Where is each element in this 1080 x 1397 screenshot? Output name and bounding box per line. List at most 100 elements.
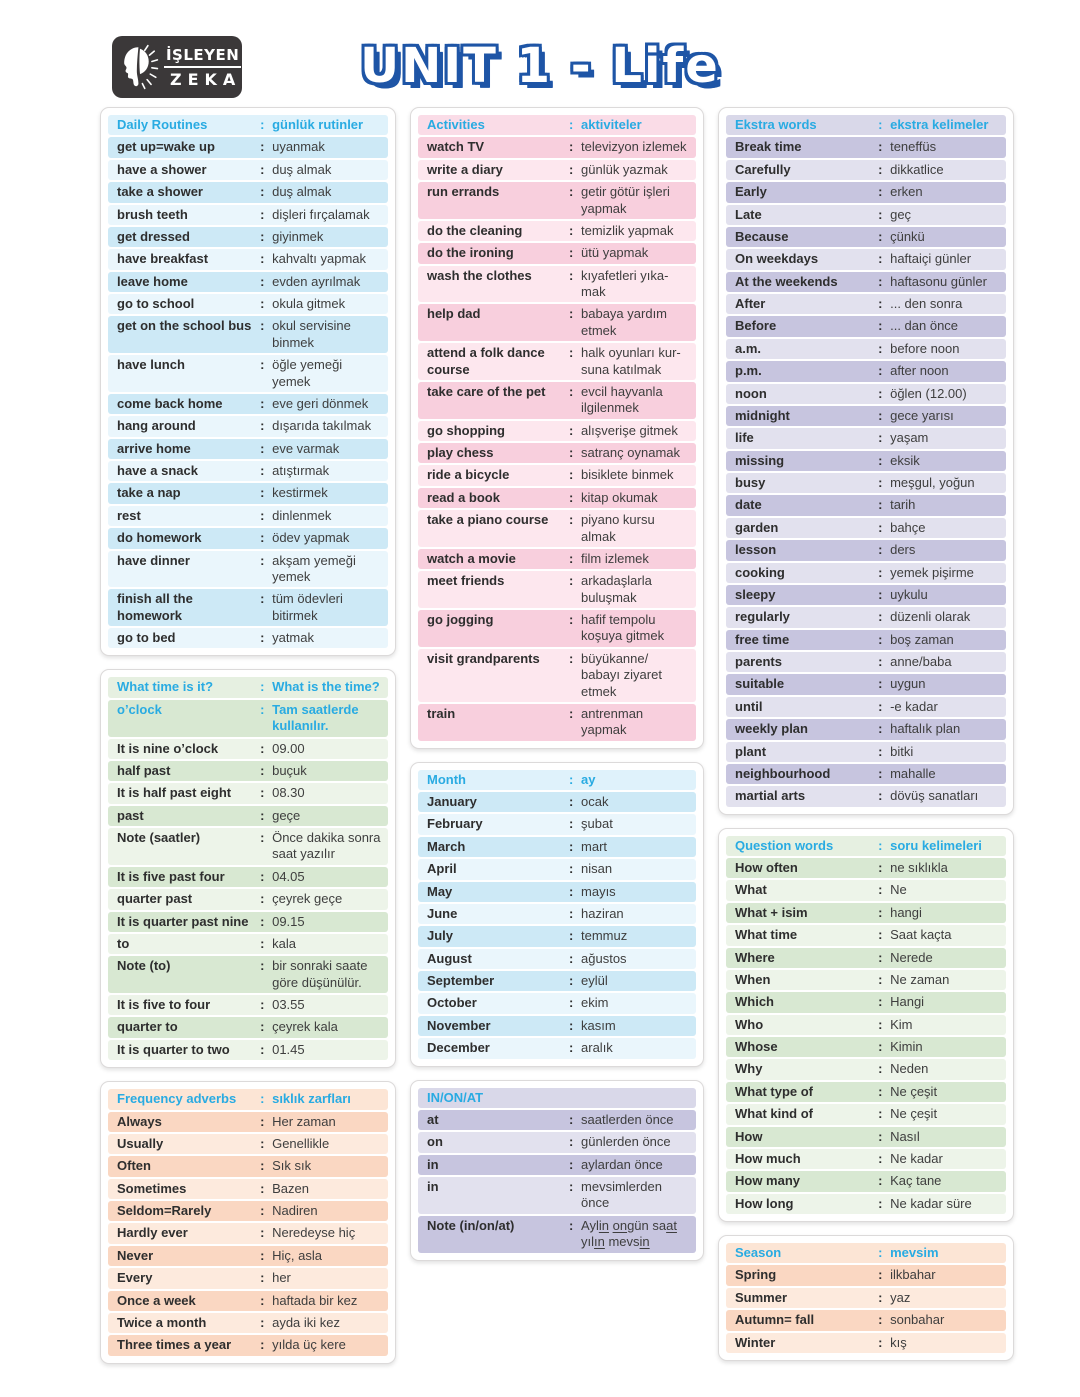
term-tr: yemek pişirme <box>890 564 974 580</box>
term-tr: düzenli olarak <box>890 609 971 625</box>
term-en: Winter <box>735 1334 776 1350</box>
term-en: take care of the pet <box>427 383 546 399</box>
vocab-row: watch a movie: film izlemek <box>418 548 696 570</box>
colon-separator: : <box>569 306 574 322</box>
term-tr: antrenman yapmak <box>581 705 644 738</box>
term-tr: yılda üç kere <box>272 1337 346 1353</box>
term-en: go to bed <box>117 630 176 645</box>
column-right: Ekstra words: ekstra kelimeler Break time:… <box>718 107 1014 1374</box>
vocab-row: busy: meşgul, yoğun <box>726 473 1006 494</box>
term-tr: Ne çeşit <box>890 1106 938 1122</box>
term-en: How <box>735 1128 763 1144</box>
term-tr: yatmak <box>272 630 314 645</box>
colon-separator: : <box>878 586 883 602</box>
term-tr: uykulu <box>890 586 928 602</box>
vocab-row: half past: buçuk <box>108 760 388 782</box>
term-tr: yaşam <box>890 430 929 446</box>
vocab-row: Sometimes: Bazen <box>108 1178 388 1199</box>
vocab-row: August: ağustos <box>418 948 696 969</box>
vocab-row: take a shower: duş almak <box>108 182 388 203</box>
term-en: It is nine o’clock <box>117 740 219 756</box>
colon-separator: : <box>260 913 265 929</box>
colon-separator: : <box>260 891 265 907</box>
term-en: get dressed <box>117 228 190 244</box>
colon-separator: : <box>569 650 574 666</box>
vocab-row: How: Nasıl <box>726 1126 1006 1147</box>
vocab-row: come back home: eve geri dönmek <box>108 393 388 415</box>
vocab-row: go to school: okula gitmek <box>108 294 388 315</box>
term-tr: bir sonraki saate göre düşünülür. <box>272 958 368 990</box>
term-en: On weekdays <box>735 251 819 267</box>
term-en: Late <box>735 206 762 222</box>
term-tr: ocak <box>581 794 609 809</box>
vocab-row: Often: Sık sık <box>108 1156 388 1177</box>
colon-separator: : <box>878 430 883 446</box>
vocab-row: On weekdays: haftaiçi günler <box>726 249 1006 270</box>
section-header: Ekstra words: ekstra kelimeler <box>726 115 1006 136</box>
term-en: read a book <box>427 489 500 505</box>
colon-separator: : <box>878 994 883 1010</box>
term-tr: Neredeyse hiç <box>272 1225 356 1241</box>
section-header: Activities: aktiviteler <box>418 115 696 136</box>
term-en: Whose <box>735 1039 778 1054</box>
section-title-tr <box>581 1090 690 1106</box>
vocab-row: March: mart <box>418 836 696 858</box>
term-en: July <box>427 928 454 944</box>
section-header: What time is it?: What is the time? <box>108 677 388 698</box>
term-tr: ilkbahar <box>890 1267 936 1283</box>
term-tr: saatlerden önce <box>581 1111 674 1127</box>
term-tr: mart <box>581 838 608 854</box>
colon-separator: : <box>260 357 265 373</box>
colon-separator: : <box>878 117 883 132</box>
colon-separator: : <box>878 837 883 853</box>
vocab-row: Three times a year: yılda üç kere <box>108 1335 388 1356</box>
term-en: Usually <box>117 1135 164 1151</box>
term-tr: Bazen <box>272 1180 309 1196</box>
vocab-row: get up=wake up: uyanmak <box>108 137 388 158</box>
term-en: Before <box>735 318 777 334</box>
section-card-ekstra-words: Ekstra words: ekstra kelimeler Break time:… <box>718 107 1014 815</box>
colon-separator: : <box>569 861 574 877</box>
vocab-row: After: ... den sonra <box>726 294 1006 315</box>
term-tr: alışverişe gitmek <box>581 422 678 438</box>
colon-separator: : <box>878 475 883 490</box>
term-en: How often <box>735 860 798 875</box>
vocab-row: help dad: babaya yardım etmek <box>418 304 696 342</box>
term-en: Summer <box>735 1289 788 1305</box>
vocab-row: December: aralık <box>418 1038 696 1059</box>
colon-separator: : <box>878 519 883 535</box>
vocab-row: How many: Kaç tane <box>726 1171 1006 1192</box>
vocab-row: run errands: getir götür işleri yapmak <box>418 182 696 219</box>
vocab-row: It is half past eight:08.30 <box>108 783 388 804</box>
vocab-row: suitable: uygun <box>726 674 1006 695</box>
term-en: go to school <box>117 296 195 311</box>
term-tr: Saat kaçta <box>890 927 952 943</box>
term-tr: atıştırmak <box>272 463 330 478</box>
term-en: busy <box>735 475 766 490</box>
colon-separator: : <box>878 609 883 625</box>
term-en: Never <box>117 1247 154 1263</box>
term-en: help dad <box>427 306 481 322</box>
term-en: noon <box>735 385 767 401</box>
term-en: have a shower <box>117 161 207 177</box>
section-header: IN/ON/AT <box>418 1087 696 1108</box>
colon-separator: : <box>260 630 265 645</box>
colon-separator: : <box>260 1041 265 1057</box>
colon-separator: : <box>260 318 265 334</box>
term-tr: meşgul, yoğun <box>890 475 975 490</box>
term-tr: Ne çeşit <box>890 1083 938 1099</box>
vocab-row: plant: bitki <box>726 741 1006 762</box>
section-title-tr: What is the time? <box>272 679 380 695</box>
colon-separator: : <box>260 296 265 311</box>
colon-separator: : <box>878 765 883 781</box>
term-tr: eve varmak <box>272 440 340 456</box>
colon-separator: : <box>260 1225 265 1241</box>
term-en: parents <box>735 654 782 669</box>
colon-separator: : <box>569 345 574 361</box>
term-en: run errands <box>427 184 500 200</box>
term-tr: ağustos <box>581 950 627 966</box>
section-title-en: Frequency adverbs <box>117 1091 237 1107</box>
colon-separator: : <box>569 512 574 528</box>
vocab-row: What time: Saat kaçta <box>726 925 1006 946</box>
vocab-row: Twice a month: ayda iki kez <box>108 1312 388 1334</box>
